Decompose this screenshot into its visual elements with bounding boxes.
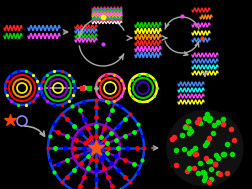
Circle shape — [166, 110, 242, 186]
